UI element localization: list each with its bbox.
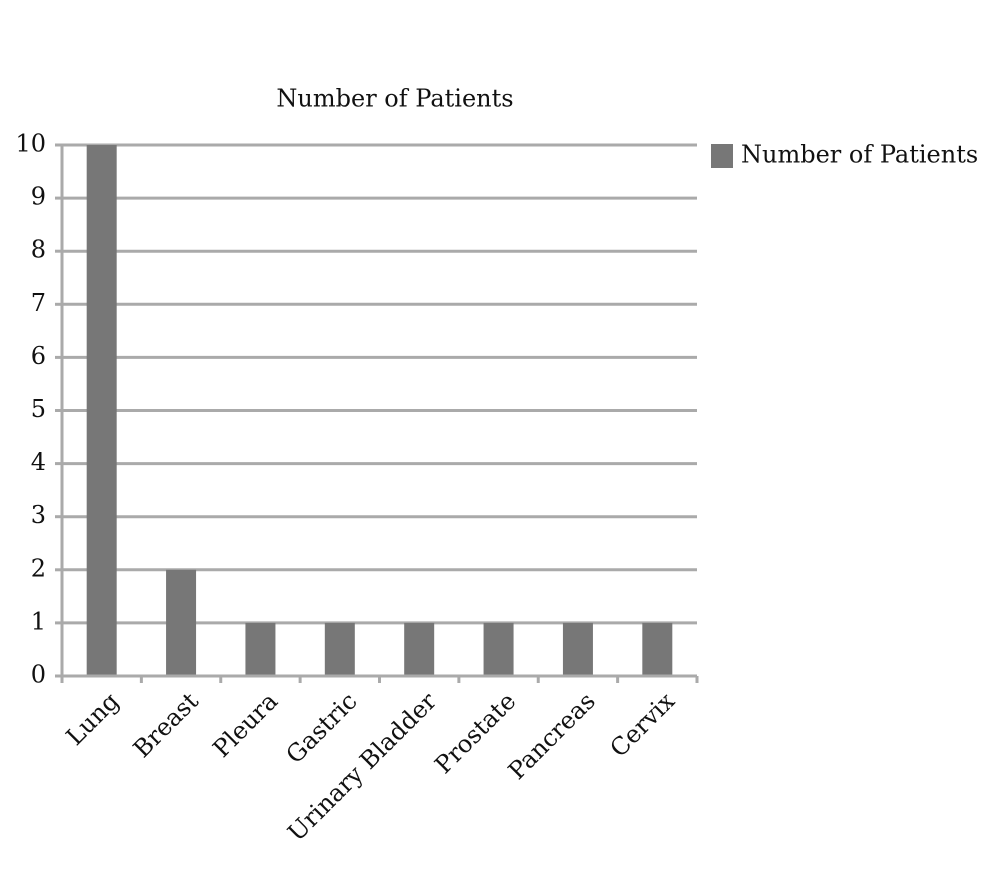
bar: [483, 622, 514, 676]
bar: [642, 622, 673, 676]
legend-label: Number of Patients: [741, 141, 978, 169]
x-tick-label: Gastric: [281, 687, 363, 769]
y-tick-label: 0: [31, 661, 46, 689]
x-tick-label: Lung: [61, 687, 125, 751]
y-tick-label: 10: [15, 130, 46, 158]
legend-swatch: [711, 144, 733, 168]
x-tick-label: Pancreas: [503, 687, 601, 785]
y-tick-label: 1: [31, 607, 46, 635]
y-tick-label: 4: [31, 448, 46, 476]
bar: [245, 622, 276, 676]
bar: [562, 622, 593, 676]
x-tick-label: Breast: [128, 687, 204, 763]
y-tick-label: 6: [31, 342, 46, 370]
y-tick-label: 5: [31, 395, 46, 423]
y-tick-label: 8: [31, 236, 46, 264]
bar: [404, 622, 435, 676]
y-tick-label: 9: [31, 183, 46, 211]
bar: [86, 145, 117, 676]
y-tick-label: 7: [31, 289, 46, 317]
x-tick-label: Urinary Bladder: [282, 687, 442, 847]
y-tick-label: 3: [31, 501, 46, 529]
y-tick-label: 2: [31, 554, 46, 582]
x-tick-label: Cervix: [605, 687, 681, 763]
bar: [324, 622, 355, 676]
bar: [166, 569, 197, 676]
chart-title: Number of Patients: [276, 85, 513, 113]
x-tick-label: Pleura: [207, 687, 283, 763]
